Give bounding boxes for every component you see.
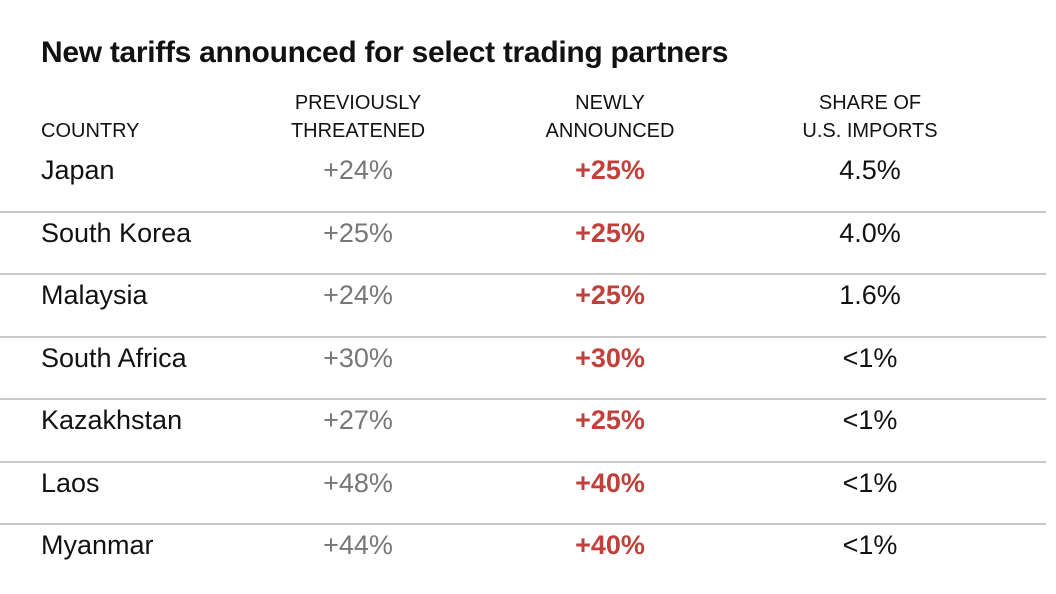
table-row: Laos +48% +40% <1% xyxy=(0,463,1046,525)
column-header-previously-threatened: PREVIOUSLY THREATENED xyxy=(258,89,458,145)
column-header-country: COUNTRY xyxy=(41,117,140,145)
country-cell: Malaysia xyxy=(41,280,148,310)
column-header-newly-announced-line-2: ANNOUNCED xyxy=(545,120,675,142)
chart-title: New tariffs announced for select trading… xyxy=(41,36,729,69)
column-header-previously-threatened-line-1: PREVIOUSLY xyxy=(294,92,422,114)
table-row: Myanmar +44% +40% <1% xyxy=(0,525,1046,588)
share-of-imports-cell: <1% xyxy=(842,530,898,560)
table-row: South Korea +25% +25% 4.0% xyxy=(0,213,1046,275)
share-of-imports-cell: <1% xyxy=(842,467,898,498)
column-header-newly-announced-line-1: NEWLY xyxy=(575,92,645,114)
table-row: Kazakhstan +27% +25% <1% xyxy=(0,400,1046,463)
country-cell: Kazakhstan xyxy=(41,405,183,435)
country-cell: South Africa xyxy=(41,342,187,373)
country-cell: Myanmar xyxy=(41,530,154,560)
table-header: COUNTRY PREVIOUSLY THREATENED NEWLY ANNO… xyxy=(0,89,1056,145)
previously-threatened-cell: +44% xyxy=(323,530,393,560)
country-cell: Japan xyxy=(41,155,115,185)
country-cell: South Korea xyxy=(41,217,192,248)
column-header-previously-threatened-line-2: THREATENED xyxy=(290,120,426,142)
previously-threatened-cell: +48% xyxy=(323,467,393,498)
share-of-imports-cell: 1.6% xyxy=(839,280,901,310)
country-cell: Laos xyxy=(41,467,100,498)
column-header-country-line: COUNTRY xyxy=(41,120,140,142)
previously-threatened-cell: +27% xyxy=(323,405,393,435)
share-of-imports-cell: 4.5% xyxy=(839,155,901,185)
previously-threatened-cell: +25% xyxy=(323,217,393,248)
table-row: South Africa +30% +30% <1% xyxy=(0,338,1046,400)
previously-threatened-cell: +30% xyxy=(323,342,393,373)
column-header-newly-announced: NEWLY ANNOUNCED xyxy=(510,89,710,145)
share-of-imports-cell: <1% xyxy=(842,405,898,435)
newly-announced-cell: +30% xyxy=(575,342,645,373)
column-header-share-of-imports-line-2: U.S. IMPORTS xyxy=(802,120,938,142)
column-header-share-of-imports-line-1: SHARE OF xyxy=(818,92,922,114)
share-of-imports-cell: <1% xyxy=(842,342,898,373)
newly-announced-cell: +40% xyxy=(575,467,645,498)
newly-announced-cell: +25% xyxy=(575,217,645,248)
newly-announced-cell: +25% xyxy=(575,155,645,185)
tariff-table: Japan +24% +25% 4.5% South Korea +25% +25% 4.0%… xyxy=(0,150,1046,588)
newly-announced-cell: +25% xyxy=(575,280,645,310)
newly-announced-cell: +25% xyxy=(575,405,645,435)
share-of-imports-cell: 4.0% xyxy=(839,217,901,248)
previously-threatened-cell: +24% xyxy=(323,280,393,310)
table-row: Malaysia +24% +25% 1.6% xyxy=(0,275,1046,338)
newly-announced-cell: +40% xyxy=(575,530,645,560)
table-row: Japan +24% +25% 4.5% xyxy=(0,150,1046,213)
column-header-share-of-imports: SHARE OF U.S. IMPORTS xyxy=(770,89,970,145)
previously-threatened-cell: +24% xyxy=(323,155,393,185)
